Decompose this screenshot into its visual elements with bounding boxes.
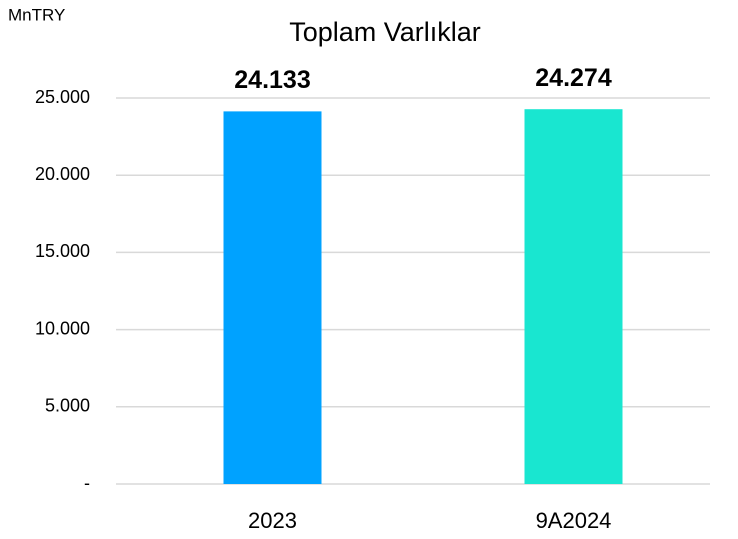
y-tick-label: 5.000 [45, 396, 90, 416]
x-tick-label: 2023 [248, 508, 297, 533]
y-tick-label: 20.000 [35, 164, 90, 184]
bar [524, 109, 623, 484]
value-label: 24.274 [535, 64, 612, 92]
y-axis-label: MnTRY [8, 5, 65, 24]
y-tick-label: 10.000 [35, 318, 90, 338]
bar [223, 111, 322, 485]
chart-title: Toplam Varlıklar [289, 17, 481, 47]
value-label: 24.133 [234, 66, 310, 94]
x-tick-label: 9A2024 [536, 508, 612, 533]
y-tick-label: 25.000 [35, 87, 90, 107]
y-tick-label: - [84, 473, 90, 493]
y-tick-label: 15.000 [35, 241, 90, 261]
